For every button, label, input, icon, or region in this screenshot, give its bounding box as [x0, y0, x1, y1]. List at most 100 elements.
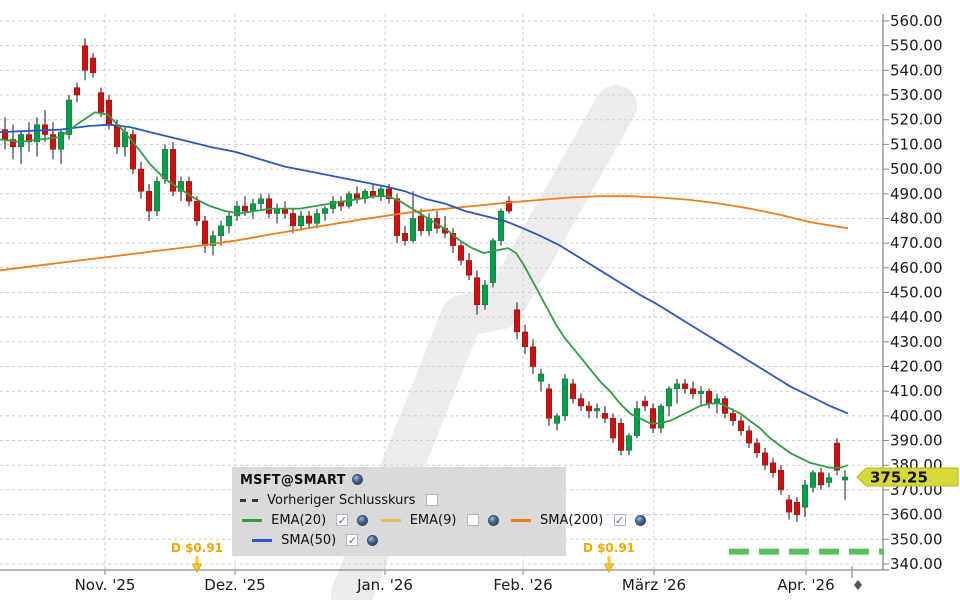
candle-body	[578, 398, 584, 407]
sma200-checkbox[interactable]	[613, 514, 626, 526]
candle-body	[306, 215, 312, 224]
candle-body	[690, 388, 696, 394]
candle-body	[770, 462, 776, 473]
y-axis-label: 410.00	[890, 382, 943, 400]
ema9-line-sample	[380, 518, 401, 522]
candle-body	[138, 168, 144, 192]
candle-body	[826, 477, 832, 483]
candle-body	[266, 198, 272, 214]
y-axis-label: 470.00	[890, 234, 943, 252]
candle-body	[26, 134, 32, 143]
sma50-globe-icon[interactable]	[367, 534, 379, 546]
candle-body	[706, 390, 712, 404]
y-axis-label: 400.00	[890, 407, 943, 425]
candle-body	[10, 139, 16, 148]
candle-body	[650, 408, 656, 429]
candle-body	[514, 309, 520, 333]
y-axis-label: 360.00	[890, 506, 943, 524]
x-axis-label: Dez. '25	[204, 576, 265, 594]
candle-body	[834, 442, 840, 471]
candle-body	[482, 284, 488, 306]
x-axis-label: Feb. '26	[493, 576, 552, 594]
candle-body	[658, 405, 664, 429]
candle-body	[594, 408, 600, 412]
ema9-label: EMA(9)	[409, 513, 457, 528]
y-axis-label: 520.00	[890, 111, 943, 129]
y-axis-label: 480.00	[890, 209, 943, 227]
candle-body	[210, 235, 216, 246]
candle-body	[378, 188, 384, 197]
candle-body	[562, 378, 568, 417]
candle-body	[354, 193, 360, 199]
candle-body	[314, 213, 320, 224]
candle-body	[786, 499, 792, 513]
candle-body	[530, 346, 536, 367]
candle-body	[674, 383, 680, 389]
symbol-globe-icon[interactable]	[351, 474, 363, 485]
candle-body	[458, 245, 464, 261]
candle-body	[498, 210, 504, 241]
candle-body	[234, 205, 240, 217]
candle-body	[778, 469, 784, 491]
dividend-arrow-icon[interactable]	[603, 563, 615, 573]
ema9-checkbox[interactable]	[466, 514, 479, 526]
candle-body	[146, 191, 152, 212]
candle-body	[410, 218, 416, 241]
candle-body	[698, 390, 704, 394]
x-axis-label: Apr. '26	[777, 576, 834, 594]
candle-body	[162, 149, 168, 180]
sma50-label: SMA(50)	[281, 533, 337, 548]
candle-body	[74, 87, 80, 96]
candle-body	[114, 124, 120, 148]
candle-body	[290, 213, 296, 227]
y-axis-label: 490.00	[890, 185, 943, 203]
candle-body	[522, 331, 528, 348]
y-axis-label: 450.00	[890, 283, 943, 301]
x-axis-label: März '26	[622, 576, 686, 594]
dividend-label[interactable]: D $0.91	[171, 541, 223, 555]
sma50-checkbox[interactable]	[346, 534, 359, 546]
sma200-label: SMA(200)	[540, 513, 604, 528]
y-axis-label: 420.00	[890, 358, 943, 376]
candle-body	[730, 413, 736, 422]
candle-body	[738, 420, 744, 431]
ema20-globe-icon[interactable]	[357, 514, 369, 526]
y-axis-label: 430.00	[890, 333, 943, 351]
candle-body	[106, 99, 112, 125]
sma50-line	[0, 123, 849, 415]
candle-body	[538, 373, 544, 382]
candle-body	[178, 181, 184, 192]
dividend-label[interactable]: D $0.91	[583, 541, 635, 555]
prev-close-label: Vorheriger Schlusskurs	[267, 493, 416, 508]
candle-body	[666, 388, 672, 407]
prev-close-checkbox[interactable]	[425, 494, 438, 506]
y-axis-label: 500.00	[890, 160, 943, 178]
candle-body	[794, 502, 800, 515]
candle-body	[762, 452, 768, 466]
candle-body	[402, 232, 408, 241]
candle-body	[474, 277, 480, 306]
candle-body	[242, 205, 248, 212]
dividend-arrow-icon[interactable]	[191, 563, 203, 573]
sma200-globe-icon[interactable]	[634, 514, 646, 526]
candle-body	[66, 99, 72, 135]
pan-diamond-icon[interactable]	[854, 580, 862, 590]
x-axis-label: Jan. '26	[356, 576, 413, 594]
x-axis-label: Nov. '25	[75, 576, 136, 594]
candle-body	[506, 200, 512, 212]
chart-legend: MSFT@SMART Vorheriger Schlusskurs EMA(20…	[232, 467, 646, 556]
candle-body	[570, 383, 576, 399]
ema9-globe-icon[interactable]	[487, 514, 499, 526]
ema20-line	[0, 111, 849, 469]
candle-body	[746, 430, 752, 444]
candle-body	[802, 484, 808, 508]
candle-body	[298, 215, 304, 227]
candle-body	[202, 220, 208, 246]
y-axis-label: 340.00	[890, 555, 943, 573]
last-price-badge	[856, 467, 959, 487]
ema20-checkbox[interactable]	[336, 514, 349, 526]
candle-body	[546, 388, 552, 419]
candle-body	[58, 131, 64, 150]
